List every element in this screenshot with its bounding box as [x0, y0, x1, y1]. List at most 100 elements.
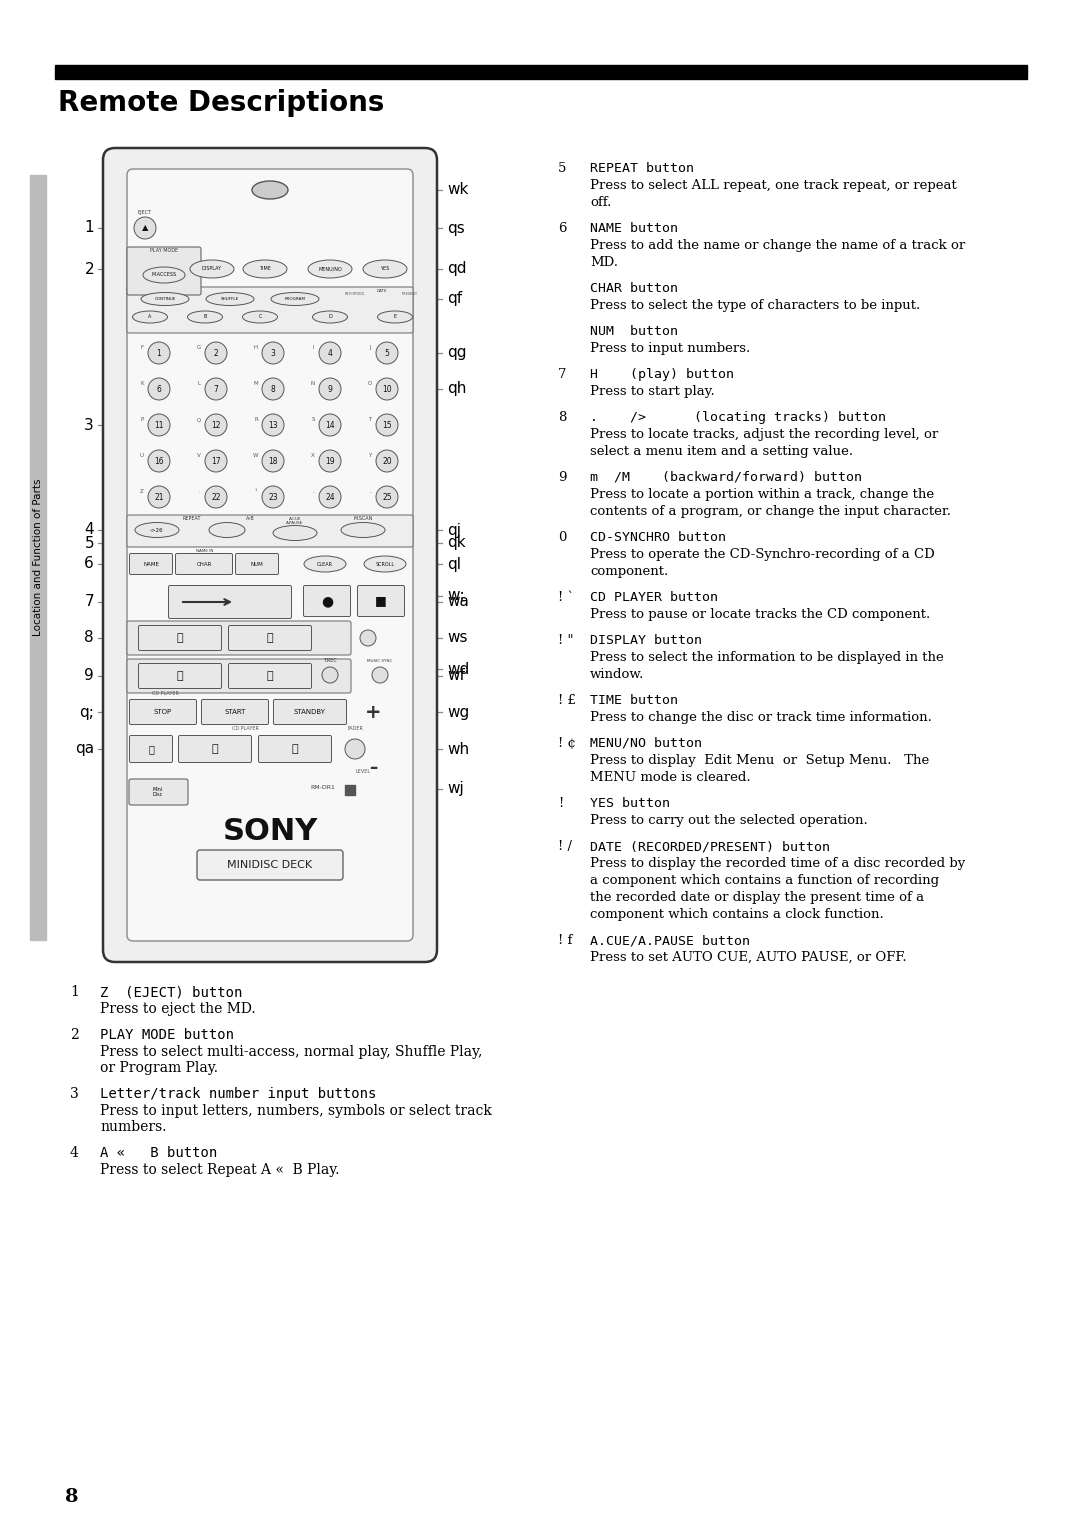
Text: 5: 5: [384, 348, 390, 358]
Text: ! £: ! £: [558, 694, 576, 707]
Text: MENU/NO button: MENU/NO button: [590, 736, 702, 750]
Text: U: U: [140, 452, 144, 458]
Text: 13: 13: [268, 420, 278, 429]
Text: ⏸: ⏸: [148, 744, 154, 753]
Circle shape: [148, 377, 170, 400]
FancyBboxPatch shape: [202, 700, 269, 724]
Text: RECORDED: RECORDED: [345, 292, 365, 296]
Text: Press to operate the CD-Synchro-recording of a CD: Press to operate the CD-Synchro-recordin…: [590, 549, 935, 561]
Text: B: B: [203, 315, 206, 319]
Text: 4: 4: [70, 1146, 79, 1160]
Text: ■: ■: [375, 594, 387, 608]
Circle shape: [148, 486, 170, 507]
Text: 14: 14: [325, 420, 335, 429]
FancyBboxPatch shape: [258, 735, 332, 762]
FancyBboxPatch shape: [229, 663, 311, 689]
Text: MINIDISC DECK: MINIDISC DECK: [228, 860, 312, 869]
Text: MD.: MD.: [590, 257, 618, 269]
Text: H    (play) button: H (play) button: [590, 368, 734, 380]
FancyBboxPatch shape: [175, 553, 232, 575]
Text: wj: wj: [447, 781, 463, 796]
Text: CD-SYNCHRO button: CD-SYNCHRO button: [590, 532, 726, 544]
Text: 8: 8: [84, 631, 94, 645]
Text: 15: 15: [382, 420, 392, 429]
Text: NAME: NAME: [143, 561, 159, 567]
Text: 0: 0: [558, 532, 566, 544]
Text: I: I: [312, 345, 314, 350]
Ellipse shape: [308, 260, 352, 278]
Text: off.: off.: [590, 196, 611, 209]
Text: 8: 8: [558, 411, 566, 423]
Text: component.: component.: [590, 565, 669, 578]
Text: CD PLAYER: CD PLAYER: [151, 691, 178, 695]
Text: component which contains a clock function.: component which contains a clock functio…: [590, 908, 883, 921]
FancyBboxPatch shape: [197, 850, 343, 880]
Text: 7: 7: [558, 368, 567, 380]
Text: numbers.: numbers.: [100, 1120, 166, 1134]
Text: –: –: [369, 759, 377, 778]
Text: Y: Y: [368, 452, 372, 458]
Text: w;: w;: [447, 588, 464, 604]
Text: Remote Descriptions: Remote Descriptions: [58, 89, 384, 118]
Circle shape: [148, 451, 170, 472]
Circle shape: [376, 342, 399, 364]
Text: 9: 9: [327, 385, 333, 394]
Text: EJECT: EJECT: [138, 209, 152, 215]
Text: 3: 3: [84, 417, 94, 432]
Text: 1: 1: [84, 220, 94, 235]
Text: ->26: ->26: [150, 527, 164, 532]
Text: Press to locate a portion within a track, change the: Press to locate a portion within a track…: [590, 487, 934, 501]
Circle shape: [205, 451, 227, 472]
Text: YES button: YES button: [590, 798, 670, 810]
Text: 3: 3: [271, 348, 275, 358]
Text: M.SCAN: M.SCAN: [353, 516, 373, 521]
Circle shape: [262, 451, 284, 472]
Text: 7: 7: [214, 385, 218, 394]
Text: STANDBY: STANDBY: [294, 709, 326, 715]
Text: Press to select multi-access, normal play, Shuffle Play,: Press to select multi-access, normal pla…: [100, 1045, 483, 1059]
Text: m  /M    (backward/forward) button: m /M (backward/forward) button: [590, 471, 862, 484]
Text: 2: 2: [84, 261, 94, 277]
Ellipse shape: [271, 292, 319, 306]
Text: W: W: [253, 452, 259, 458]
Text: A.PAUSE: A.PAUSE: [286, 521, 303, 526]
Text: 3: 3: [70, 1086, 79, 1102]
Text: wf: wf: [447, 669, 464, 683]
Text: MUSIC SYNC: MUSIC SYNC: [367, 659, 393, 663]
Text: ⏮: ⏮: [177, 633, 184, 643]
Text: N: N: [311, 380, 315, 387]
Text: ! /: ! /: [558, 840, 572, 853]
FancyBboxPatch shape: [178, 735, 252, 762]
Text: MENU/NO: MENU/NO: [319, 266, 342, 272]
Ellipse shape: [243, 260, 287, 278]
Bar: [30, 176, 46, 940]
Text: Mini
Disc: Mini Disc: [153, 787, 163, 798]
Circle shape: [262, 414, 284, 435]
Text: STOP: STOP: [154, 709, 172, 715]
Ellipse shape: [133, 312, 167, 322]
Text: 1: 1: [70, 986, 79, 999]
Text: F: F: [140, 345, 144, 350]
Text: Press to set AUTO CUE, AUTO PAUSE, or OFF.: Press to set AUTO CUE, AUTO PAUSE, or OF…: [590, 950, 906, 964]
Circle shape: [262, 377, 284, 400]
Circle shape: [376, 377, 399, 400]
FancyBboxPatch shape: [130, 553, 173, 575]
Text: CD PLAYER: CD PLAYER: [231, 726, 258, 730]
Text: Press to display the recorded time of a disc recorded by: Press to display the recorded time of a …: [590, 857, 966, 869]
FancyBboxPatch shape: [130, 735, 173, 762]
Text: PRESENT: PRESENT: [402, 292, 418, 296]
Circle shape: [205, 414, 227, 435]
Text: R: R: [254, 417, 258, 422]
Circle shape: [319, 486, 341, 507]
Text: PROGRAM: PROGRAM: [284, 296, 306, 301]
Text: or Program Play.: or Program Play.: [100, 1060, 218, 1076]
Text: Press to select ALL repeat, one track repeat, or repeat: Press to select ALL repeat, one track re…: [590, 179, 957, 193]
Text: 17: 17: [212, 457, 220, 466]
Text: SHUFFLE: SHUFFLE: [221, 296, 239, 301]
Text: START: START: [225, 709, 245, 715]
Text: 7: 7: [84, 594, 94, 610]
Text: 25: 25: [382, 492, 392, 501]
Text: Press to add the name or change the name of a track or: Press to add the name or change the name…: [590, 238, 966, 252]
Text: 4: 4: [84, 523, 94, 538]
Text: 8: 8: [271, 385, 275, 394]
